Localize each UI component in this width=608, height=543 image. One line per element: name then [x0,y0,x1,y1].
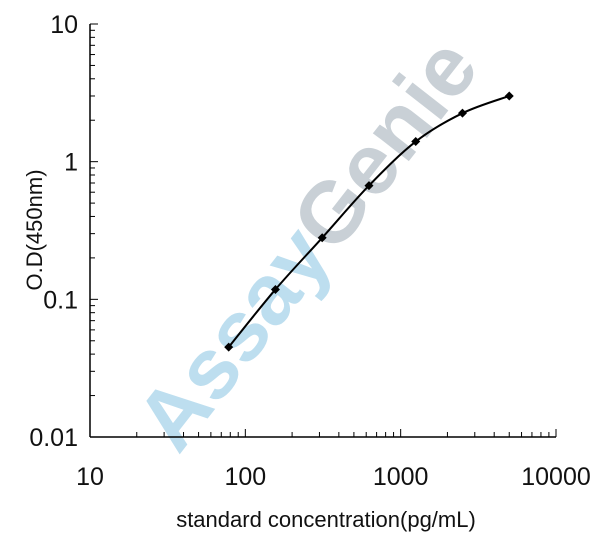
watermark-assay: Assay [118,209,350,468]
data-point [270,284,280,294]
watermark: AssayGenie [118,21,497,468]
series-layer [224,91,514,352]
axes: 10 100 1000 10000 0.01 0.1 1 10 [29,11,590,491]
y-tick-label: 0.01 [29,424,78,452]
x-tick-label: 1000 [373,463,429,491]
data-point [224,342,234,352]
watermark-genie: Genie [274,21,497,268]
x-tick-label: 10000 [521,463,591,491]
data-point [411,137,421,147]
y-axis-title: O.D(450nm) [22,169,47,290]
data-point [457,108,467,118]
watermark-text: AssayGenie [118,21,497,468]
y-tick-label: 1 [64,149,78,177]
y-tick-label: 0.1 [43,286,78,314]
data-point [364,181,374,191]
x-axis-title: standard concentration(pg/mL) [176,507,476,532]
x-tick-label: 10 [76,463,104,491]
data-point [317,233,327,243]
x-tick-label: 100 [224,463,266,491]
y-tick-label: 10 [50,11,78,39]
data-point [504,91,514,101]
